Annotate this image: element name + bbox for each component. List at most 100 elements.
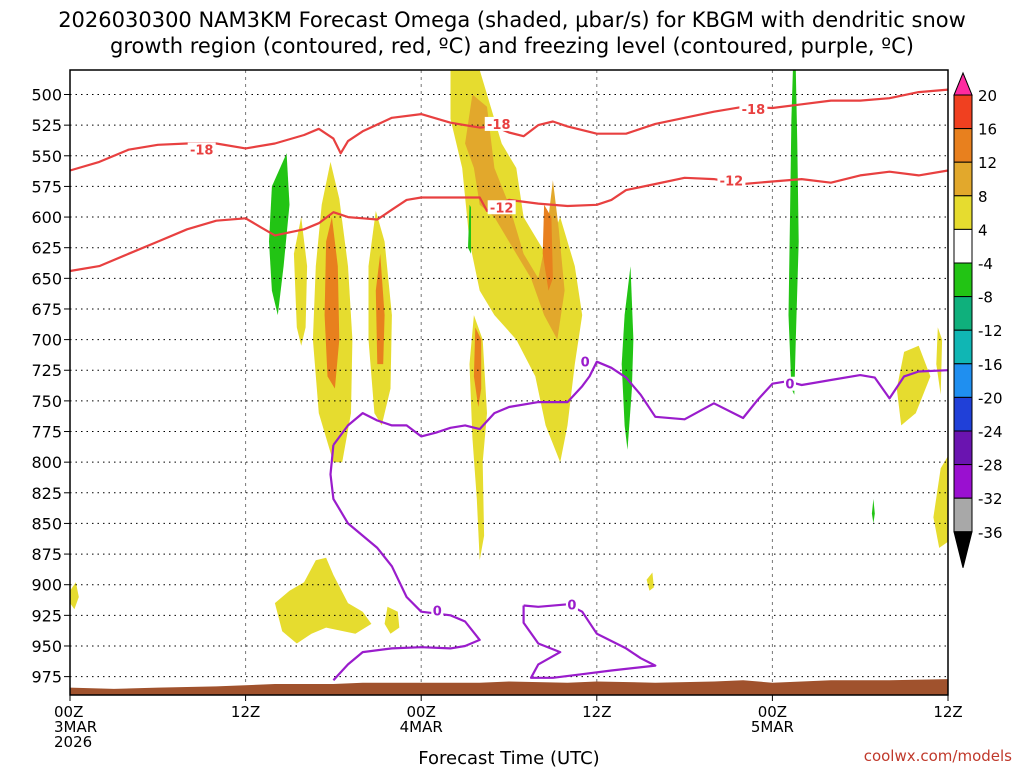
colorbar-label-9: -20 xyxy=(978,389,1003,407)
y-axis-ticks: 500 525 550 575 600 625 650 675 700 725 750 775 800 8… xyxy=(31,86,70,687)
series-line-1 xyxy=(69,169,949,273)
contour-label-7: 0 xyxy=(433,604,442,619)
y-tick-label-800: 800 xyxy=(31,453,62,472)
x-tick-label-24-0: 00Z xyxy=(407,703,436,721)
omega-region-10 xyxy=(896,345,931,426)
colorbar-label-5: -4 xyxy=(978,255,993,273)
contour-label-bg-2 xyxy=(739,102,768,117)
series-line-3 xyxy=(332,360,949,446)
contour-label-bg-4 xyxy=(717,173,746,188)
y-tick-label-925: 925 xyxy=(31,606,62,625)
y-tick-label-775: 775 xyxy=(31,423,62,442)
omega-region-1 xyxy=(324,217,340,389)
colorbar-bottom-triangle xyxy=(953,531,973,568)
y-tick-label-725: 725 xyxy=(31,361,62,380)
colorbar-label-4: 4 xyxy=(978,221,988,239)
omega-shading xyxy=(70,70,948,644)
plot-area: -18 -18 -18 -12 -12 0 0 0 0 xyxy=(69,69,949,696)
gridlines xyxy=(70,70,948,695)
colorbar-box-7 xyxy=(953,296,973,331)
omega-region-11 xyxy=(933,456,948,548)
colorbar-box-8 xyxy=(953,329,973,365)
y-tick-label-600: 600 xyxy=(31,208,62,227)
colorbar-label-1: 16 xyxy=(978,121,997,139)
colorbar-label-11: -28 xyxy=(978,457,1003,475)
omega-region-16 xyxy=(646,572,654,591)
omega-region-4 xyxy=(293,217,308,346)
y-tick-label-850: 850 xyxy=(31,514,62,533)
colorbar-box-10 xyxy=(953,396,973,432)
contour-label-6: 0 xyxy=(785,378,794,393)
colorbar-box-2 xyxy=(953,128,973,163)
y-tick-label-750: 750 xyxy=(31,392,62,411)
colorbar-box-12 xyxy=(953,464,973,499)
y-tick-label-525: 525 xyxy=(31,116,62,135)
omega-region-21 xyxy=(468,204,471,254)
x-tick-label-60-0: 12Z xyxy=(933,703,962,721)
y-tick-label-575: 575 xyxy=(31,177,62,196)
contour-label-2: -18 xyxy=(742,103,766,118)
omega-region-6 xyxy=(465,94,565,340)
y-tick-label-700: 700 xyxy=(31,331,62,350)
colorbar-box-5 xyxy=(953,228,973,264)
y-tick-label-950: 950 xyxy=(31,637,62,656)
contour-label-bg-6 xyxy=(783,376,796,391)
colorbar-box-3 xyxy=(953,161,973,197)
colorbar-label-12: -32 xyxy=(978,490,1003,508)
omega-region-3 xyxy=(375,253,385,365)
colorbar-label-13: -36 xyxy=(978,524,1003,542)
y-tick-label-975: 975 xyxy=(31,668,62,687)
colorbar-box-1 xyxy=(953,94,973,130)
contour-label-4: -12 xyxy=(720,174,744,189)
series-line-2 xyxy=(329,444,481,682)
omega-region-19 xyxy=(788,70,799,395)
terrain-strip xyxy=(70,679,948,695)
colorbar-label-2: 12 xyxy=(978,154,997,172)
x-axis-label: Forecast Time (UTC) xyxy=(418,748,599,768)
y-tick-label-875: 875 xyxy=(31,545,62,564)
x-tick-label-24-1: 4MAR xyxy=(400,718,443,736)
colorbar-box-4 xyxy=(953,195,973,230)
x-tick-label-0-1: 3MAR xyxy=(54,718,97,736)
plot-frame xyxy=(69,69,949,696)
y-tick-label-550: 550 xyxy=(31,147,62,166)
contour-label-bg-1 xyxy=(484,116,513,131)
contour-label-3: -12 xyxy=(490,201,514,216)
x-tick-label-48-1: 5MAR xyxy=(751,718,794,736)
x-tick-label-36-0: 12Z xyxy=(582,703,611,721)
y-tick-label-650: 650 xyxy=(31,269,62,288)
x-tick-label-0-2: 2026 xyxy=(54,733,92,751)
y-tick-label-900: 900 xyxy=(31,576,62,595)
contour-label-1: -18 xyxy=(487,118,511,133)
colorbar-label-0: 20 xyxy=(978,87,997,105)
colorbar-label-6: -8 xyxy=(978,289,993,307)
contour-label-5: 0 xyxy=(581,356,590,371)
terrain-area xyxy=(70,679,948,695)
omega-region-15 xyxy=(70,582,79,610)
colorbar-label-7: -12 xyxy=(978,322,1003,340)
x-tick-label-12-0: 12Z xyxy=(231,703,260,721)
colorbar-box-6 xyxy=(953,262,973,298)
colorbar-label-10: -24 xyxy=(978,423,1003,441)
y-tick-label-500: 500 xyxy=(31,86,62,105)
contour-label-0: -18 xyxy=(190,144,214,159)
omega-region-8 xyxy=(469,315,487,561)
colorbar-box-13 xyxy=(953,497,973,533)
colorbar: 20 16 12 8 4 -4 -8 -12 -16 -20 -24 -28 -32 -36 xyxy=(953,71,1003,568)
omega-region-13 xyxy=(274,557,372,644)
chart-title-line-1: 2026030300 NAM3KM Forecast Omega (shaded… xyxy=(58,8,966,32)
x-tick-label-0-0: 00Z xyxy=(54,703,83,721)
omega-region-18 xyxy=(621,266,634,450)
omega-region-20 xyxy=(871,498,875,524)
credit-text: coolwx.com/models xyxy=(864,747,1012,765)
colorbar-label-8: -16 xyxy=(978,356,1003,374)
omega-region-9 xyxy=(473,327,482,407)
omega-region-12 xyxy=(936,327,943,395)
contour-label-8: 0 xyxy=(567,598,576,613)
contour-label-bg-0 xyxy=(187,142,216,157)
colorbar-box-9 xyxy=(953,363,973,398)
contour-label-bg-3 xyxy=(487,200,516,215)
contour-label-bg-5 xyxy=(579,354,592,369)
